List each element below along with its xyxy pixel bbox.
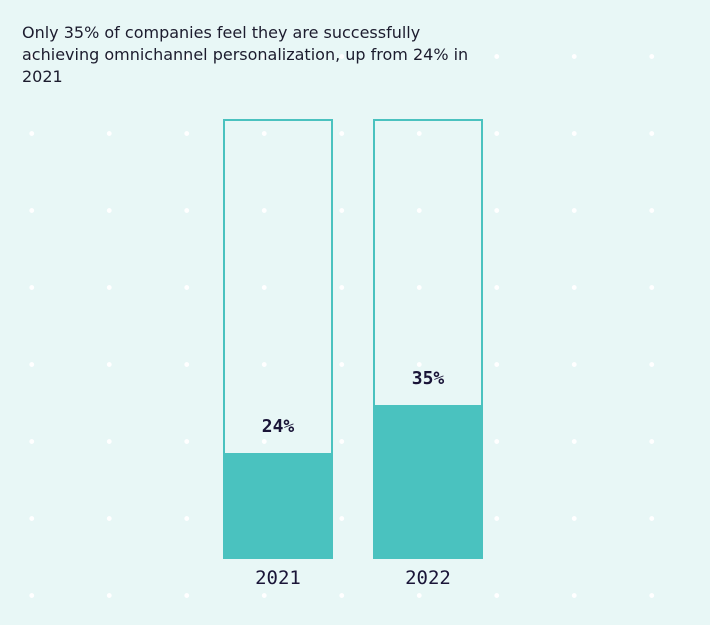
bar-outline-2022 xyxy=(373,119,483,559)
value-label-2022: 35% xyxy=(411,368,445,389)
bar-2022 xyxy=(373,405,483,559)
bar-outline-2021 xyxy=(223,119,333,559)
chart-title: Only 35% of companies feel they are succ… xyxy=(22,23,469,86)
value-label-2021: 24% xyxy=(261,416,295,438)
category-label-2022: 2022 xyxy=(405,567,451,589)
category-label-2021: 2021 xyxy=(255,567,301,589)
bar-2021 xyxy=(223,453,333,559)
